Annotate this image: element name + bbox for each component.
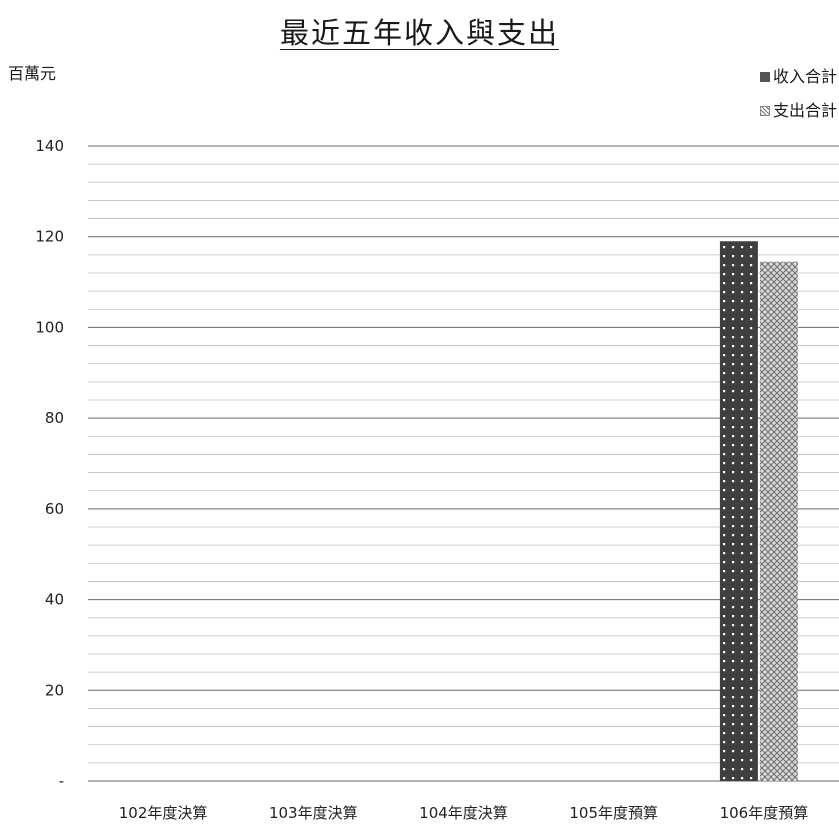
bar-expense [759, 261, 798, 781]
x-category-label: 104年度決算 [419, 804, 508, 822]
y-tick-label: 80 [45, 409, 64, 427]
y-tick-label: 140 [35, 137, 64, 155]
y-tick-label: 40 [45, 591, 64, 609]
gridlines [88, 145, 839, 782]
chart-title: 最近五年收入與支出 [279, 16, 559, 50]
legend-swatch-expense [759, 106, 770, 116]
legend-label-income: 收入合計 [772, 67, 837, 86]
bars [719, 241, 798, 781]
x-category-label: 103年度決算 [269, 804, 358, 822]
y-axis-unit-label: 百萬元 [8, 64, 57, 83]
x-axis-categories: 102年度決算 103年度決算 104年度決算 105年度預算 106年度預算 [119, 804, 808, 822]
y-tick-label: 60 [45, 500, 64, 518]
chart-legend: 收入合計 支出合計 [759, 60, 837, 128]
y-axis-ticks: - 20 40 60 80 100 120 140 [35, 137, 64, 790]
legend-label-expense: 支出合計 [772, 101, 837, 120]
legend-swatch-income [759, 72, 770, 82]
y-tick-label: - [59, 772, 64, 790]
y-tick-label: 120 [35, 228, 64, 246]
x-category-label: 106年度預算 [720, 804, 809, 822]
legend-item-income: 收入合計 [759, 60, 837, 94]
y-tick-label: 100 [35, 318, 64, 336]
y-tick-label: 20 [45, 681, 64, 699]
legend-item-expense: 支出合計 [759, 94, 837, 128]
bar-income [719, 241, 758, 781]
x-category-label: 102年度決算 [119, 804, 208, 822]
x-category-label: 105年度預算 [569, 804, 658, 822]
